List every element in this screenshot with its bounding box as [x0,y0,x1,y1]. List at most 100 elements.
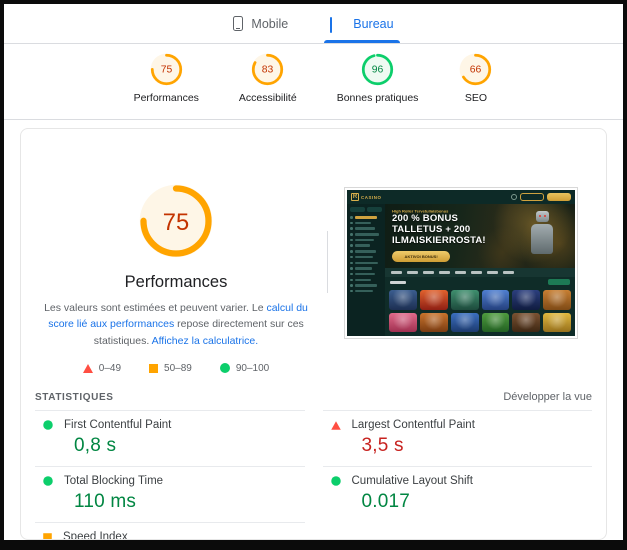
description-text: repose directement sur ces statistiques. [93,318,304,347]
metric-speed-index: Speed Index 2,1 s [35,522,305,540]
activate-bonus-button: AKTIVOI BONUS! [392,250,450,262]
gauge-label: Accessibilité [238,92,297,104]
gauge-ring: 96 [360,52,395,87]
metric-value: 0.017 [361,491,411,512]
screenshot-area: R CASINO [328,181,594,379]
hero-headline: 200 % BONUS TALLETUS + 200 ILMAISKIERROSTA… [392,213,505,247]
svg-text:75: 75 [163,209,189,236]
nav-chip [407,271,418,274]
sidebar-menu-item [350,216,382,219]
performance-card: 75 Performances Les valeurs sont estimée… [20,128,607,540]
statistics-heading: STATISTIQUES [35,391,114,403]
game-tile [419,312,448,332]
gauge-ring: 83 [250,52,285,87]
sidebar-menu-item [350,227,382,230]
svg-text:83: 83 [262,65,274,76]
metric-name: Speed Index [63,531,128,540]
device-tabbar: Mobile Bureau [4,4,623,44]
tab-desktop-label: Bureau [353,16,394,31]
metric-value: 0,8 s [74,435,117,456]
game-tile [450,312,479,332]
sidebar-menu-item [350,261,382,264]
svg-text:66: 66 [470,65,482,76]
legend-range: 50–89 [164,362,192,374]
vertical-divider [327,231,328,293]
performance-description: Les valeurs sont estimées et peuvent var… [42,300,310,349]
sidebar-menu-item [350,267,382,270]
hero-copy: High Roller Tervetuliaisbonus 200 % BONU… [392,209,505,262]
hero-headline-line: 200 % BONUS [392,213,459,224]
pass-icon [330,476,341,486]
hero-headline-line: TALLETUS + 200 [392,223,471,235]
preview-games-rowhead [385,277,575,287]
game-tile [450,290,479,310]
game-tile [481,290,510,310]
score-gauge-performances[interactable]: 75 Performances [134,52,199,104]
nav-chip [487,271,498,274]
performance-overview: 75 Performances Les valeurs sont estimée… [21,129,606,379]
game-tile [419,290,448,310]
metric-total-blocking-time: Total Blocking Time 110 ms [35,466,305,522]
description-text: Les valeurs sont estimées et peuvent var… [44,302,267,314]
legend-item-pass: 90–100 [219,362,270,374]
preview-game-grid [385,287,575,336]
score-gauge-bonnes-pratiques[interactable]: 96 Bonnes pratiques [336,52,419,104]
casino-site-preview: R CASINO [347,190,575,336]
average-icon [43,532,52,539]
average-icon [149,363,159,373]
preview-header-actions [511,193,571,201]
gauge-label: Performances [133,92,199,104]
nav-chip [391,271,402,274]
game-tile [512,312,541,332]
sidebar-menu-item [350,255,382,259]
gauge-label: Bonnes pratiques [336,92,419,104]
performance-gauge-block: 75 Performances Les valeurs sont estimée… [25,181,327,379]
statistics-header: STATISTIQUES Développer la vue [21,379,606,410]
calculator-link[interactable]: Affichez la calculatrice. [151,334,259,347]
score-calc-link[interactable]: calcul du score lié aux performances [48,302,308,331]
sidebar-menu-item [350,238,382,242]
sidebar-menu-item [350,272,382,276]
score-gauge-seo[interactable]: 66 SEO [458,52,493,104]
sidebar-menu-item [350,244,382,247]
tab-desktop[interactable]: Bureau [324,4,400,43]
tab-mobile[interactable]: Mobile [227,4,294,43]
score-gauge-accessibilite[interactable]: 83 Accessibilité [239,52,297,104]
preview-header: R CASINO [347,190,575,204]
login-button-shape [520,193,544,201]
preview-nav-strip [385,268,575,277]
preview-hero-banner: High Roller Tervetuliaisbonus 200 % BONU… [385,204,575,268]
sidebar-menu-item [350,278,382,282]
score-legend: 0–49 50–89 90–100 [25,363,327,374]
fail-icon [82,363,93,373]
performance-score-gauge: 75 [136,181,216,261]
games-row-label [390,280,406,284]
laptop-icon [330,16,345,33]
pass-icon [219,363,230,374]
metric-name: Total Blocking Time [64,475,164,487]
expand-view-button[interactable]: Développer la vue [503,391,592,403]
page-screenshot-thumbnail[interactable]: R CASINO [344,187,578,339]
statistics-grid: First Contentful Paint 0,8 s Largest Con… [21,410,606,540]
game-tile [389,312,417,332]
nav-chip [423,271,434,274]
tab-mobile-label: Mobile [251,16,289,31]
nav-chip [503,271,514,274]
legend-range: 90–100 [235,362,270,374]
gauge-label: SEO [464,92,488,104]
pass-icon [43,420,53,430]
sidebar-menu-item [350,233,382,236]
metric-cumulative-layout-shift: Cumulative Layout Shift 0.017 [322,466,592,522]
performance-title: Performances [124,273,228,291]
activate-bonus-label: AKTIVOI BONUS! [404,254,438,259]
mobile-phone-icon [233,16,244,31]
legend-item-fail: 0–49 [82,363,121,374]
gauge-ring: 75 [149,52,184,87]
search-icon [511,194,517,200]
sidebar-menu-item [350,250,382,253]
sidebar-menu-item [350,284,382,287]
nav-chip [471,271,482,274]
casino-logo-text: CASINO [361,194,382,200]
signup-button-shape [547,193,571,201]
